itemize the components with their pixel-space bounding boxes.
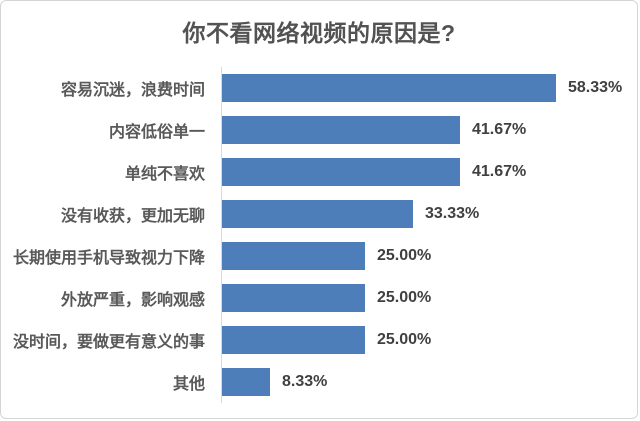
category-label: 容易沉迷，浪费时间 bbox=[60, 82, 205, 99]
plot-area: 8.33% bbox=[222, 368, 637, 396]
value-label: 25.00% bbox=[377, 247, 432, 264]
value-label: 58.33% bbox=[568, 79, 623, 96]
category-label: 没时间，要做更有意义的事 bbox=[12, 334, 205, 351]
value-label: 25.00% bbox=[377, 331, 432, 348]
category-label: 没有收获，更加无聊 bbox=[60, 208, 205, 225]
bar-row: 外放严重，影响观感 25.00% bbox=[1, 277, 637, 319]
category-label: 内容低俗单一 bbox=[108, 124, 205, 141]
bar-row: 单纯不喜欢 41.67% bbox=[1, 151, 637, 193]
category-label: 单纯不喜欢 bbox=[124, 166, 205, 183]
bar bbox=[222, 368, 270, 396]
category-label: 其他 bbox=[172, 376, 205, 393]
plot-area: 33.33% bbox=[222, 200, 637, 228]
plot-area: 25.00% bbox=[222, 284, 637, 312]
plot-area: 25.00% bbox=[222, 326, 637, 354]
category-label: 长期使用手机导致视力下降 bbox=[12, 250, 205, 267]
value-label: 41.67% bbox=[472, 163, 527, 180]
bar bbox=[222, 242, 365, 270]
bar-row: 没有收获，更加无聊 33.33% bbox=[1, 193, 637, 235]
plot-area: 41.67% bbox=[222, 158, 637, 186]
bar bbox=[222, 116, 460, 144]
bar bbox=[222, 284, 365, 312]
plot-area: 58.33% bbox=[222, 74, 637, 102]
chart-title: 你不看网络视频的原因是? bbox=[182, 20, 456, 46]
value-label: 41.67% bbox=[472, 121, 527, 138]
bar bbox=[222, 74, 556, 102]
bar-row: 其他 8.33% bbox=[1, 361, 637, 403]
value-label: 33.33% bbox=[425, 205, 480, 222]
bar bbox=[222, 326, 365, 354]
plot-area: 41.67% bbox=[222, 116, 637, 144]
value-label: 8.33% bbox=[282, 373, 328, 390]
bar-row: 内容低俗单一 41.67% bbox=[1, 109, 637, 151]
y-axis-line bbox=[221, 67, 222, 403]
value-label: 25.00% bbox=[377, 289, 432, 306]
bar bbox=[222, 158, 460, 186]
plot-area: 25.00% bbox=[222, 242, 637, 270]
bar-chart: 容易沉迷，浪费时间 58.33% 内容低俗单一 41.67% 单纯不喜欢 41.… bbox=[1, 67, 637, 403]
bar bbox=[222, 200, 413, 228]
bar-row: 长期使用手机导致视力下降 25.00% bbox=[1, 235, 637, 277]
bar-rows: 容易沉迷，浪费时间 58.33% 内容低俗单一 41.67% 单纯不喜欢 41.… bbox=[1, 67, 637, 403]
bar-row: 没时间，要做更有意义的事 25.00% bbox=[1, 319, 637, 361]
category-label: 外放严重，影响观感 bbox=[60, 292, 205, 309]
bar-row: 容易沉迷，浪费时间 58.33% bbox=[1, 67, 637, 109]
